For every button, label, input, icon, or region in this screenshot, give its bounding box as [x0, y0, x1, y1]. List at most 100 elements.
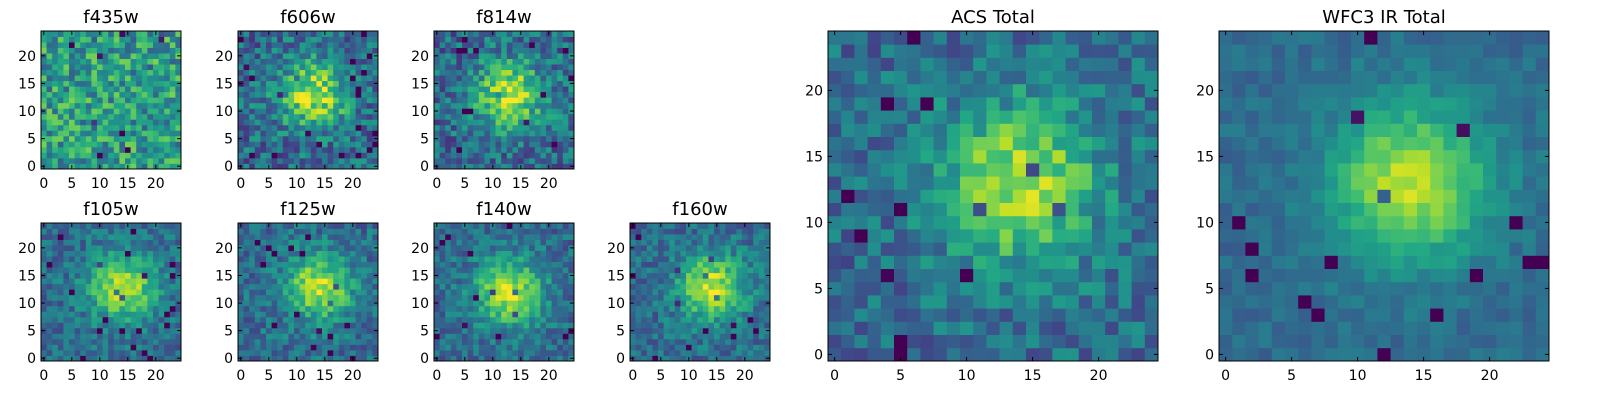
heatmap-cell [260, 251, 266, 257]
heatmap-cell [159, 136, 165, 142]
heatmap-cell [91, 333, 97, 339]
heatmap-cell [356, 136, 362, 142]
heatmap-cell [630, 229, 636, 235]
heatmap-cell [97, 229, 103, 235]
heatmap-cell [47, 42, 53, 48]
heatmap-cell [52, 59, 58, 65]
heatmap-cell [468, 141, 474, 147]
heatmap-cell [658, 350, 664, 356]
heatmap-cell [630, 284, 636, 290]
heatmap-cell [249, 130, 255, 136]
heatmap-cell [97, 37, 103, 43]
heatmap-cell [63, 97, 69, 103]
heatmap-cell [80, 108, 86, 114]
heatmap-cell [260, 81, 266, 87]
y-tick-label: 0 [27, 351, 36, 367]
heatmap-cell [828, 189, 842, 203]
heatmap-cell [277, 92, 283, 98]
heatmap-cell [147, 256, 153, 262]
heatmap-cell [322, 114, 328, 120]
heatmap-cell [249, 108, 255, 114]
heatmap-cell [97, 262, 103, 268]
heatmap-cell [524, 311, 530, 317]
heatmap-cell [260, 59, 266, 65]
heatmap-cell [854, 150, 868, 164]
heatmap-cell [69, 64, 75, 70]
heatmap-cell [748, 328, 754, 334]
heatmap-cell [114, 251, 120, 257]
heatmap-cell [125, 289, 131, 295]
heatmap-cell [75, 75, 81, 81]
heatmap-cell [300, 295, 306, 301]
heatmap-cell [496, 119, 502, 125]
heatmap-cell [277, 333, 283, 339]
heatmap-cell [490, 234, 496, 240]
heatmap-cell [748, 256, 754, 262]
heatmap-cell [714, 251, 720, 257]
heatmap-cell [552, 328, 558, 334]
heatmap-cell [136, 53, 142, 59]
heatmap-cell [249, 158, 255, 164]
heatmap-cell [69, 92, 75, 98]
heatmap-cell [63, 223, 69, 229]
heatmap-cell [311, 284, 317, 290]
heatmap-cell [675, 311, 681, 317]
heatmap-cell [294, 136, 300, 142]
heatmap-cell [641, 284, 647, 290]
heatmap-cell [86, 339, 92, 345]
heatmap-cell [159, 300, 165, 306]
heatmap-cell [97, 240, 103, 246]
heatmap-cell [164, 317, 170, 323]
heatmap-cell [703, 333, 709, 339]
heatmap-cell [316, 152, 322, 158]
heatmap-cell [164, 97, 170, 103]
heatmap-cell [52, 97, 58, 103]
heatmap-cell [52, 37, 58, 43]
heatmap-cell [686, 295, 692, 301]
heatmap-cell [316, 234, 322, 240]
heatmap-cell [456, 229, 462, 235]
heatmap-cell [238, 125, 244, 131]
heatmap-cell [552, 223, 558, 229]
heatmap-cell [731, 267, 737, 273]
heatmap-cell [322, 125, 328, 131]
heatmap-cell [434, 114, 440, 120]
heatmap-cell [434, 240, 440, 246]
heatmap-cell [80, 141, 86, 147]
heatmap-cell [103, 53, 109, 59]
heatmap-cell [350, 64, 356, 70]
heatmap-cell [1079, 321, 1093, 335]
heatmap-cell [753, 251, 759, 257]
heatmap-cell [238, 97, 244, 103]
heatmap-cell [524, 267, 530, 273]
heatmap-cell [277, 289, 283, 295]
heatmap-cell [114, 267, 120, 273]
heatmap-cell [147, 245, 153, 251]
heatmap-cell [91, 344, 97, 350]
heatmap-cell [753, 273, 759, 279]
heatmap-cell [507, 108, 513, 114]
heatmap-cell [973, 269, 987, 283]
heatmap-cell [283, 278, 289, 284]
heatmap-cell [518, 278, 524, 284]
heatmap-cell [277, 306, 283, 312]
heatmap-cell [255, 245, 261, 251]
y-tick-label: 5 [616, 324, 625, 340]
heatmap-cell [557, 284, 563, 290]
heatmap-cell [63, 339, 69, 345]
heatmap-cell [288, 103, 294, 109]
heatmap-cell [52, 125, 58, 131]
heatmap-cell [1013, 308, 1027, 322]
heatmap-cell [546, 42, 552, 48]
heatmap-cell [350, 245, 356, 251]
heatmap-cell [159, 158, 165, 164]
heatmap-cell [339, 328, 345, 334]
heatmap-cell [283, 267, 289, 273]
x-tick-label: 15 [512, 368, 530, 384]
heatmap-cell [266, 114, 272, 120]
heatmap-cell [244, 262, 250, 268]
heatmap-cell [63, 70, 69, 76]
heatmap-cell [496, 136, 502, 142]
heatmap-cell [266, 245, 272, 251]
heatmap-cell [91, 267, 97, 273]
